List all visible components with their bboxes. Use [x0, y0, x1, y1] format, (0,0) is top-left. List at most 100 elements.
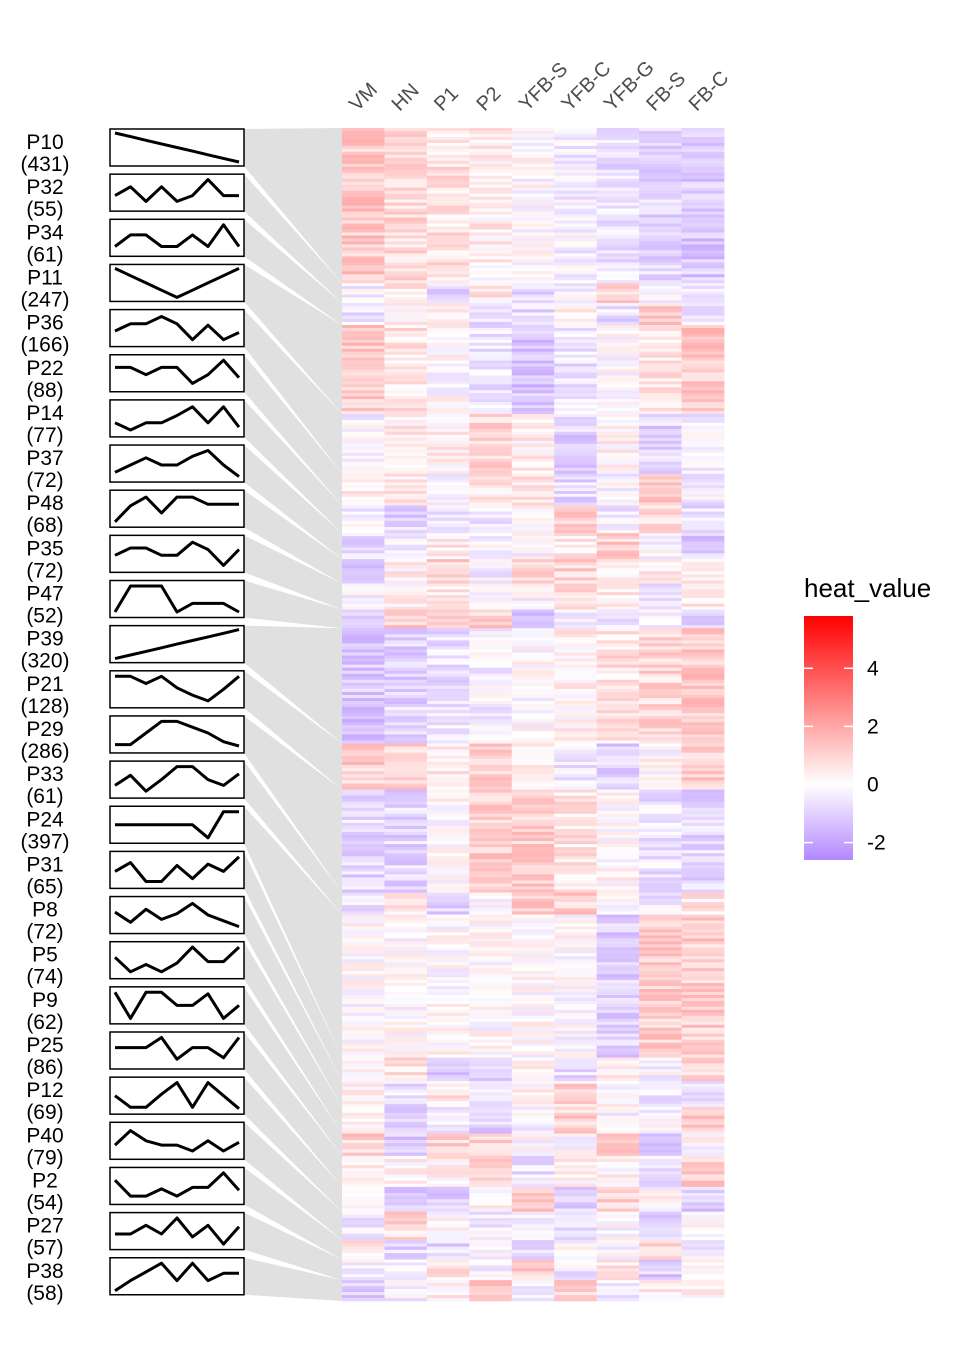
heatmap-cell [681, 801, 725, 806]
heatmap-cell [596, 1106, 640, 1111]
heatmap-cell [426, 923, 470, 927]
heatmap-cell [639, 792, 682, 796]
heatmap-cell [511, 443, 555, 448]
heatmap-cell [384, 1193, 428, 1197]
heatmap-cell [554, 649, 598, 653]
heatmap-cell [342, 1208, 385, 1212]
heatmap-cell [426, 1183, 470, 1188]
heatmap-cell [554, 229, 598, 233]
heatmap-cell [384, 390, 428, 394]
heatmap-cell [426, 859, 470, 863]
heatmap-cell [681, 771, 725, 775]
heatmap-cell [639, 780, 682, 784]
heatmap-cell [681, 470, 725, 475]
heatmap-cell [639, 214, 682, 218]
heatmap-cell [511, 622, 555, 626]
heatmap-cell [469, 986, 513, 990]
heatmap-cell [426, 810, 470, 815]
heatmap-cell [511, 1149, 555, 1153]
heatmap-cell [554, 1165, 598, 1169]
heatmap-cell [426, 917, 470, 921]
heatmap-cell [384, 698, 428, 702]
heatmap-cell [596, 628, 640, 632]
heatmap-cell [511, 609, 555, 613]
heatmap-cell [554, 187, 598, 191]
heatmap-cell [469, 1193, 513, 1197]
heatmap-cell [596, 649, 640, 653]
pattern-id-label: P38 [26, 1260, 63, 1283]
heatmap-cell [639, 889, 682, 893]
heatmap-cell [342, 880, 385, 884]
heatmap-cell [469, 1259, 513, 1263]
heatmap-cell [554, 1224, 598, 1228]
heatmap-cell [469, 1171, 513, 1175]
heatmap-cell [554, 974, 598, 978]
heatmap-cell [554, 1115, 598, 1120]
heatmap-cell [554, 1214, 598, 1219]
heatmap-cell [469, 777, 513, 781]
heatmap-cell [639, 1193, 682, 1197]
heatmap-cell [469, 517, 513, 522]
heatmap-cell [384, 1051, 428, 1055]
heatmap-cell [639, 1054, 682, 1058]
heatmap-cell [554, 1289, 598, 1293]
pattern-item: P8(72) [26, 895, 245, 944]
heatmap-cell [639, 437, 682, 442]
heatmap-cell [426, 256, 470, 260]
heatmap-cell [469, 865, 513, 869]
heatmap-cell [384, 556, 428, 560]
pattern-profile-box [109, 263, 245, 303]
heatmap-cell [596, 646, 640, 650]
heatmap-cell [469, 491, 513, 495]
heatmap-cell [681, 734, 725, 738]
heatmap-cell [681, 1277, 725, 1281]
heatmap-cell [426, 1224, 470, 1228]
heatmap-cell [511, 685, 555, 690]
heatmap-cell [596, 1018, 640, 1023]
heatmap-cell [342, 847, 385, 851]
heatmap-cell [384, 603, 428, 607]
heatmap-cell [384, 1211, 428, 1216]
legend-tick-label: 2 [867, 715, 879, 738]
heatmap-cell [554, 618, 598, 623]
heatmap-cell [681, 330, 725, 335]
heatmap-cell [342, 1051, 385, 1055]
heatmap-cell [554, 670, 598, 675]
heatmap-cell [384, 363, 428, 367]
heatmap-cell [554, 728, 598, 732]
heatmap-cell [384, 1033, 428, 1037]
heatmap-cell [426, 1265, 470, 1269]
heatmap-cell [384, 1289, 428, 1293]
heatmap-cell [511, 947, 555, 951]
heatmap-cell [384, 205, 428, 209]
heatmap-cell [639, 536, 682, 540]
heatmap-cell [596, 271, 640, 275]
heatmap-cell [511, 369, 555, 373]
heatmap-cell [342, 667, 385, 671]
heatmap-cell [639, 992, 682, 996]
heatmap-cell [384, 220, 428, 224]
heatmap-cell [511, 527, 555, 531]
heatmap-cell [426, 485, 470, 489]
heatmap-cell [639, 1292, 682, 1296]
heatmap-cell [342, 838, 385, 842]
heatmap-cell [596, 151, 640, 156]
heatmap-cell [469, 1000, 513, 1005]
heatmap-cell [342, 938, 385, 942]
heatmap-cell [384, 795, 428, 799]
heatmap-cell [554, 722, 598, 726]
heatmap-cell [469, 1060, 513, 1064]
heatmap-cell [469, 704, 513, 708]
heatmap-cell [681, 634, 725, 638]
heatmap-cell [554, 813, 598, 818]
connector-ribbon [244, 1077, 342, 1212]
heatmap-cell [554, 1265, 598, 1269]
heatmap-cell [384, 181, 428, 186]
pattern-id-label: P12 [26, 1079, 63, 1102]
heatmap-cell [511, 868, 555, 872]
heatmap-cell [511, 235, 555, 239]
heatmap-cell [384, 1072, 428, 1076]
heatmap-cell [426, 1208, 470, 1212]
heatmap-cell [426, 288, 470, 293]
heatmap-cell [681, 217, 725, 221]
